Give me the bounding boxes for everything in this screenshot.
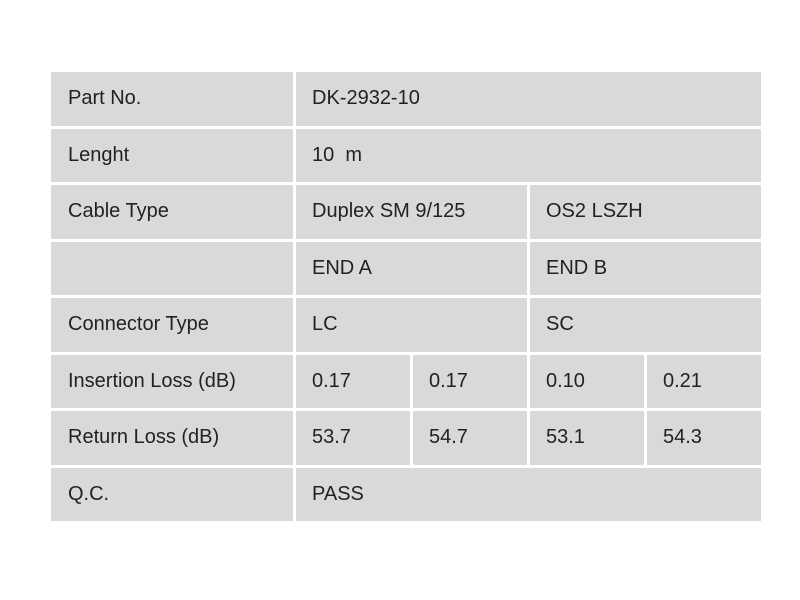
- end-b-header: END B: [530, 241, 762, 295]
- return-loss-value: 54.7: [413, 411, 527, 465]
- insertion-loss-value: 0.21: [647, 354, 762, 408]
- qc-value: PASS: [296, 467, 762, 521]
- row-length: Lenght 10 m: [51, 128, 762, 182]
- end-a-header: END A: [296, 241, 527, 295]
- insertion-loss-label: Insertion Loss (dB): [51, 354, 293, 408]
- part-no-label: Part No.: [51, 72, 293, 126]
- row-part-no: Part No. DK-2932-10: [51, 72, 762, 126]
- row-return-loss: Return Loss (dB) 53.7 54.7 53.1 54.3: [51, 411, 762, 465]
- insertion-loss-value: 0.17: [296, 354, 410, 408]
- spec-table: Part No. DK-2932-10 Lenght 10 m Cable Ty…: [48, 69, 764, 524]
- row-cable-type: Cable Type Duplex SM 9/125 OS2 LSZH: [51, 185, 762, 239]
- connector-end-a: LC: [296, 298, 527, 352]
- return-loss-label: Return Loss (dB): [51, 411, 293, 465]
- return-loss-value: 54.3: [647, 411, 762, 465]
- return-loss-value: 53.7: [296, 411, 410, 465]
- spec-sheet: Part No. DK-2932-10 Lenght 10 m Cable Ty…: [51, 72, 762, 526]
- connector-end-b: SC: [530, 298, 762, 352]
- return-loss-value: 53.1: [530, 411, 644, 465]
- cable-type-rating: OS2 LSZH: [530, 185, 762, 239]
- insertion-loss-value: 0.10: [530, 354, 644, 408]
- cable-type-label: Cable Type: [51, 185, 293, 239]
- ends-label: [51, 241, 293, 295]
- row-insertion-loss: Insertion Loss (dB) 0.17 0.17 0.10 0.21: [51, 354, 762, 408]
- connector-type-label: Connector Type: [51, 298, 293, 352]
- length-value: 10 m: [296, 128, 762, 182]
- qc-label: Q.C.: [51, 467, 293, 521]
- part-no-value: DK-2932-10: [296, 72, 762, 126]
- row-ends: END A END B: [51, 241, 762, 295]
- row-qc: Q.C. PASS: [51, 467, 762, 521]
- length-label: Lenght: [51, 128, 293, 182]
- insertion-loss-value: 0.17: [413, 354, 527, 408]
- row-connector-type: Connector Type LC SC: [51, 298, 762, 352]
- cable-type-value: Duplex SM 9/125: [296, 185, 527, 239]
